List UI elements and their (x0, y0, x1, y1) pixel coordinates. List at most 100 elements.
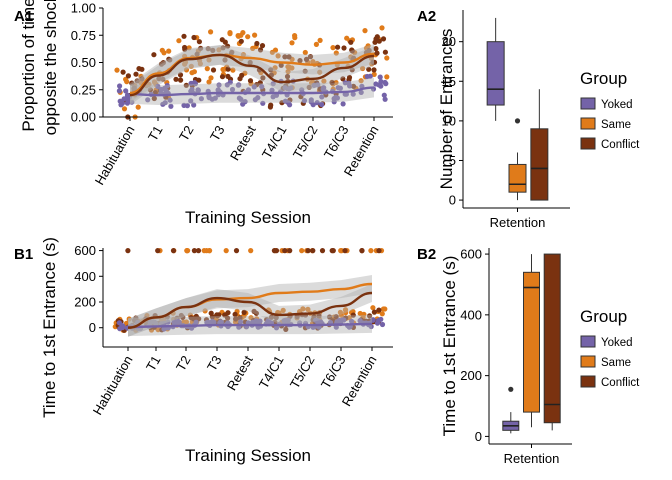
data-point (376, 248, 382, 254)
legend-label-same: Same (601, 119, 631, 131)
data-point (333, 324, 339, 330)
data-point (170, 248, 177, 254)
data-point (285, 64, 291, 70)
data-point (176, 319, 182, 325)
x-tick-label: T1 (143, 353, 164, 374)
x-tick-label: Habituation (90, 353, 136, 417)
data-point (197, 61, 203, 67)
data-point (350, 91, 356, 97)
data-point (338, 312, 344, 318)
data-point (273, 325, 280, 331)
data-point (275, 53, 281, 59)
x-tick-label: Retention (504, 451, 560, 466)
y-tick-label: 0.00 (71, 110, 96, 125)
data-point (372, 39, 378, 45)
data-point (270, 81, 276, 87)
data-point (327, 314, 333, 320)
data-point (247, 59, 253, 66)
data-point (176, 38, 182, 44)
data-point (227, 29, 233, 36)
data-point (220, 45, 226, 51)
data-point (289, 40, 295, 46)
data-point (350, 83, 357, 89)
legend-title: Group (580, 69, 627, 88)
data-point (366, 47, 372, 54)
data-point (191, 248, 197, 254)
data-point (349, 67, 355, 73)
data-point (283, 326, 289, 332)
data-point (212, 95, 218, 101)
data-point (184, 248, 190, 254)
data-point (153, 321, 159, 327)
data-point (301, 98, 308, 104)
data-point (282, 248, 288, 254)
data-point (117, 98, 123, 104)
data-point (306, 84, 312, 90)
smooth-line-same (129, 52, 375, 95)
data-point (358, 89, 364, 95)
data-point (343, 310, 349, 316)
data-point (282, 54, 288, 60)
data-point (239, 72, 245, 78)
data-point (183, 67, 190, 73)
data-point (123, 88, 129, 94)
data-point (382, 96, 388, 102)
data-point (338, 248, 344, 254)
data-point (278, 62, 284, 68)
data-point (177, 72, 184, 78)
legend-label-same: Same (601, 357, 631, 369)
data-point (204, 66, 210, 72)
legend-swatch-yoked (580, 335, 596, 348)
data-point (121, 96, 127, 102)
data-point (158, 86, 164, 93)
data-point (286, 54, 292, 60)
data-point (240, 52, 246, 58)
data-point (282, 98, 288, 104)
data-point (282, 85, 288, 91)
data-point (125, 98, 131, 104)
confidence-band-yoked (130, 77, 374, 105)
data-point (178, 77, 184, 83)
legend-swatch-conflict (580, 137, 596, 150)
data-point (152, 90, 158, 96)
data-point (151, 79, 158, 85)
data-point (124, 92, 131, 98)
panel-a2 (459, 10, 596, 212)
box-same (508, 163, 527, 193)
confidence-band-same (128, 275, 372, 337)
data-point (314, 100, 320, 106)
data-point (269, 87, 275, 93)
data-point (260, 100, 266, 106)
data-point (287, 248, 293, 254)
data-point (191, 34, 197, 41)
y-tick-label: 0.25 (71, 82, 96, 97)
data-point (188, 63, 194, 69)
legend-swatch-same (580, 117, 596, 130)
data-point (305, 248, 311, 254)
data-point (160, 76, 166, 82)
data-point (164, 83, 170, 89)
data-point (183, 319, 189, 325)
data-point (206, 79, 212, 85)
data-point (235, 82, 241, 88)
data-point (155, 83, 161, 89)
data-point (378, 83, 384, 89)
data-point (379, 25, 385, 31)
data-point (379, 311, 385, 317)
data-point (300, 306, 306, 312)
data-point (299, 87, 305, 93)
data-point (208, 310, 214, 316)
data-point (371, 309, 377, 315)
data-point (186, 45, 192, 51)
data-point (125, 248, 131, 254)
data-point (308, 99, 314, 105)
data-point (317, 69, 323, 75)
data-point (238, 319, 244, 325)
data-point (225, 43, 231, 49)
data-point (198, 45, 204, 51)
data-point (133, 71, 139, 77)
data-point (379, 321, 386, 328)
panel-b1 (99, 248, 393, 351)
x-axis-title: Training Session (185, 208, 311, 227)
